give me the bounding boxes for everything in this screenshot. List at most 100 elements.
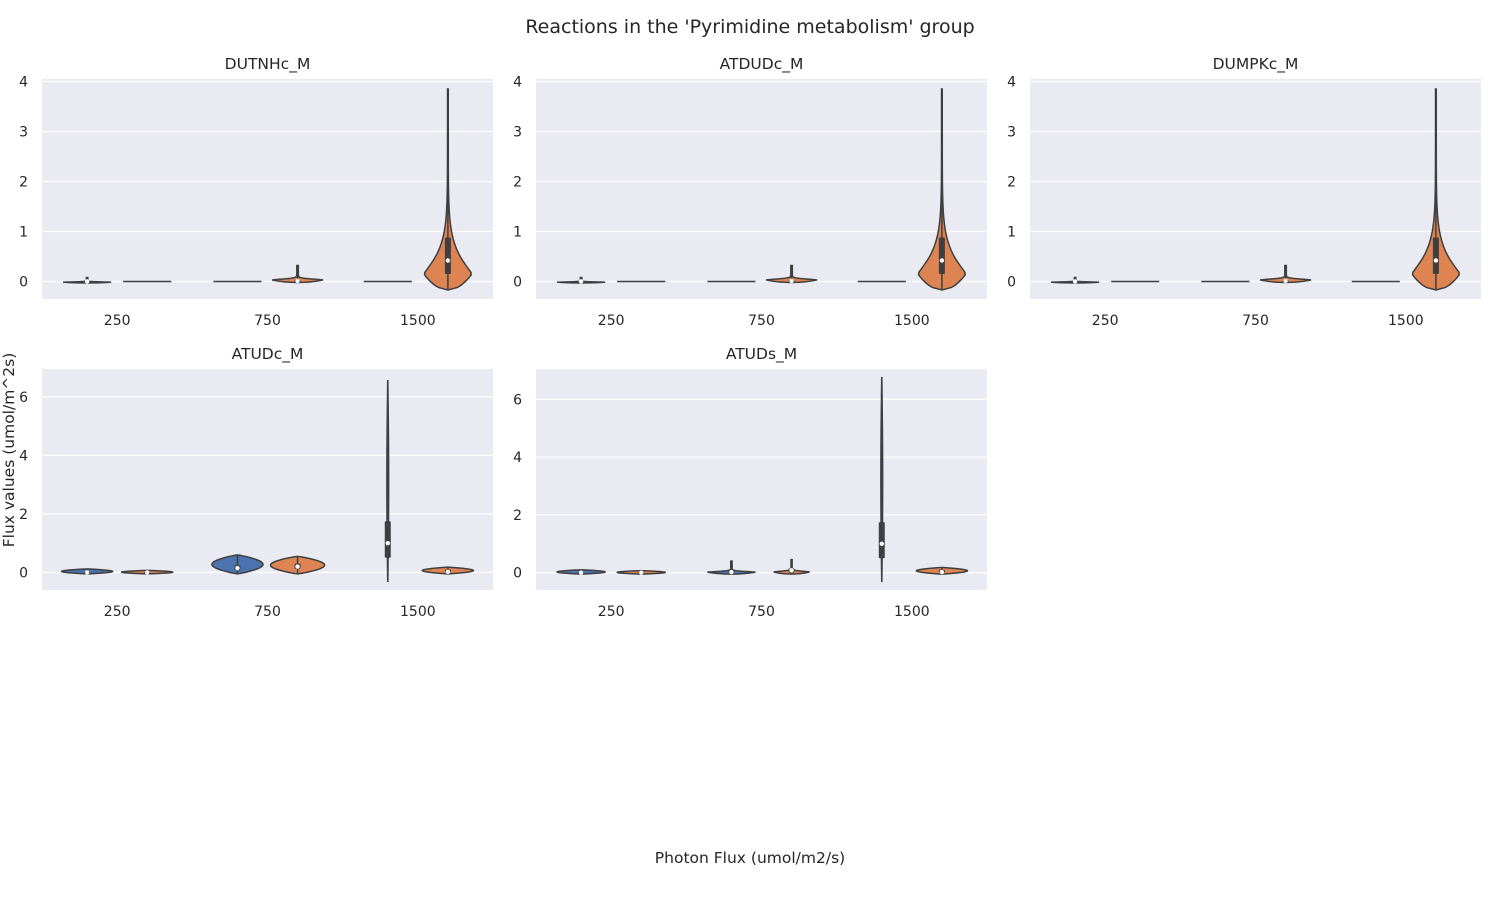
violin-750-hue1	[765, 264, 818, 284]
violin-median-marker	[235, 565, 240, 571]
x-tick-label: 250	[598, 604, 625, 620]
violin-750-hue0	[707, 560, 756, 575]
violin-median-marker	[789, 568, 794, 573]
x-tick-label: 750	[254, 313, 281, 329]
x-tick-label: 750	[254, 604, 281, 620]
y-tick-label: 0	[513, 275, 522, 291]
violin-median-marker	[445, 258, 451, 263]
violin-750-hue1	[1259, 264, 1312, 284]
violin-median-marker	[385, 540, 390, 546]
y-tick-label: 2	[19, 175, 28, 191]
violin-250-hue0	[557, 276, 606, 284]
violin-1500-hue0	[878, 376, 885, 583]
y-tick-label: 1	[1007, 225, 1016, 241]
x-axis-label: Photon Flux (umol/m2/s)	[655, 849, 845, 867]
violin-median-marker	[445, 569, 451, 575]
violin-median-marker	[729, 569, 734, 575]
y-tick-label: 2	[19, 507, 28, 523]
violin-median-marker	[1433, 258, 1439, 263]
y-tick-label: 4	[513, 450, 522, 466]
violin-median-marker	[295, 278, 300, 284]
y-tick-label: 0	[1007, 275, 1016, 291]
x-tick-label: 1500	[894, 313, 930, 329]
violin-median-marker	[84, 570, 90, 575]
y-tick-label: 0	[513, 566, 522, 582]
y-tick-label: 4	[19, 448, 28, 464]
subplot-ATUDc_M: 0 2 4 6 250 750 1500 ATUDc_M	[19, 345, 493, 620]
violin-median-marker	[578, 279, 584, 284]
x-tick-label: 250	[1092, 313, 1119, 329]
x-tick-label: 750	[1242, 313, 1269, 329]
plot-area	[536, 369, 987, 590]
y-tick-label: 1	[513, 225, 522, 241]
violin-1500-hue1	[423, 88, 472, 291]
x-tick-label: 250	[598, 313, 625, 329]
violin-median-marker	[879, 541, 884, 546]
violin-250-hue0	[60, 568, 114, 575]
violin-1500-hue0	[384, 379, 391, 582]
violin-250-hue1	[120, 569, 174, 575]
y-tick-label: 3	[1007, 125, 1016, 141]
subplot-title: ATDUDc_M	[720, 55, 804, 74]
violin-iqr-box	[384, 521, 391, 558]
y-tick-label: 1	[19, 225, 28, 241]
y-tick-label: 4	[1007, 75, 1016, 91]
violin-1500-hue1	[915, 566, 969, 575]
violin-median-marker	[939, 258, 945, 263]
y-tick-label: 6	[513, 392, 522, 408]
plot-area	[1030, 79, 1481, 299]
violin-iqr-box	[1432, 237, 1439, 274]
x-tick-label: 1500	[400, 313, 436, 329]
plot-area	[536, 79, 987, 299]
subplot-grid: 0 1 2 3 4 250 750 1500 DUTNHc_M 0 1 2 3 4 250 750 1500 AT…	[19, 55, 1481, 620]
violin-1500-hue1	[1411, 88, 1460, 291]
x-tick-label: 250	[104, 604, 131, 620]
y-tick-label: 4	[513, 75, 522, 91]
x-tick-label: 750	[748, 313, 775, 329]
x-tick-label: 1500	[400, 604, 436, 620]
violin-median-marker	[295, 564, 300, 569]
plot-area	[42, 369, 493, 590]
violin-median-marker	[789, 278, 794, 284]
violin-250-hue0	[556, 569, 606, 575]
violin-750-hue0	[211, 554, 264, 575]
figure-title: Reactions in the 'Pyrimidine metabolism'…	[525, 16, 974, 38]
violin-median-marker	[84, 279, 90, 284]
y-tick-label: 3	[19, 125, 28, 141]
violin-median-marker	[639, 570, 644, 575]
violin-median-marker	[1072, 279, 1078, 284]
violin-250-hue1	[616, 569, 667, 575]
violin-1500-hue1	[421, 566, 475, 575]
y-tick-label: 2	[513, 508, 522, 524]
violin-median-marker	[1283, 278, 1288, 284]
violin-750-hue1	[271, 264, 324, 284]
violin-median-marker	[939, 569, 945, 575]
x-tick-label: 1500	[1388, 313, 1424, 329]
subplot-title: DUMPKc_M	[1213, 55, 1299, 74]
x-tick-label: 1500	[894, 604, 930, 620]
subplot-title: ATUDc_M	[232, 345, 304, 364]
violin-750-hue1	[773, 558, 810, 575]
y-tick-label: 3	[513, 125, 522, 141]
y-axis-label: Flux values (umol/m^2s)	[0, 353, 18, 548]
plot-area	[42, 79, 493, 299]
subplot-DUTNHc_M: 0 1 2 3 4 250 750 1500 DUTNHc_M	[19, 55, 493, 329]
y-tick-label: 2	[1007, 175, 1016, 191]
violin-iqr-box	[878, 522, 885, 559]
violin-1500-hue1	[917, 88, 966, 291]
violin-250-hue0	[63, 276, 112, 284]
x-tick-label: 750	[748, 604, 775, 620]
y-tick-label: 0	[19, 565, 28, 581]
subplot-ATDUDc_M: 0 1 2 3 4 250 750 1500 ATDUDc_M	[513, 55, 987, 329]
subplot-DUMPKc_M: 0 1 2 3 4 250 750 1500 DUMPKc_M	[1007, 55, 1481, 329]
violin-median-marker	[145, 570, 150, 575]
y-tick-label: 4	[19, 75, 28, 91]
violin-250-hue0	[1051, 276, 1100, 284]
x-tick-label: 250	[104, 313, 131, 329]
violin-iqr-box	[444, 237, 451, 274]
violin-750-hue1	[269, 555, 326, 575]
subplot-title: ATUDs_M	[726, 345, 797, 364]
violin-median-marker	[578, 570, 584, 575]
violin-iqr-box	[938, 237, 945, 274]
